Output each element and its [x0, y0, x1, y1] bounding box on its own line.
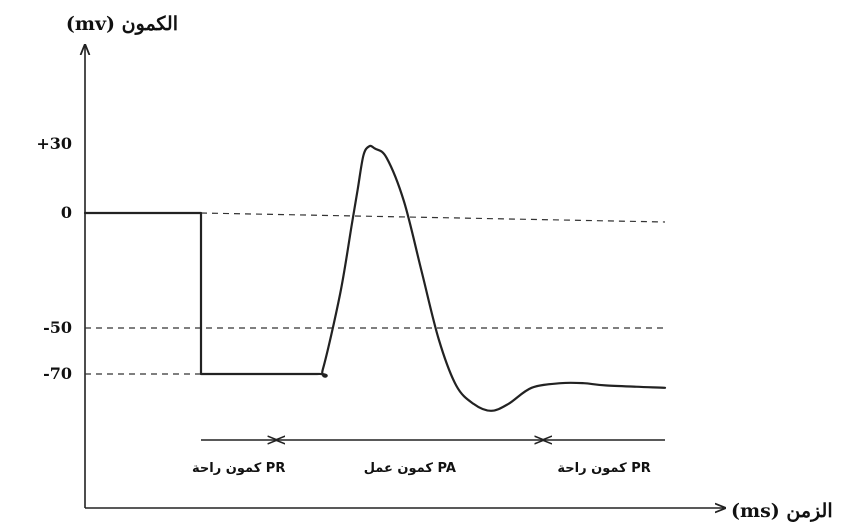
- segment-label: كمون راحة PR: [192, 461, 285, 476]
- y-tick-label: +30: [36, 134, 72, 153]
- y-tick-label: 0: [61, 203, 72, 222]
- x-axis-title: (ms) الزمن: [731, 500, 833, 522]
- reference-lines: [85, 212, 666, 375]
- reference-line: [200, 212, 666, 223]
- y-axis-title: (mv) الكمون: [66, 13, 178, 35]
- series-layer: [83, 144, 667, 412]
- y-tick-label: -50: [43, 318, 72, 337]
- segment-annotations: كمون راحة PR كمون عمل PA كمون راحة PR: [192, 440, 665, 476]
- y-tick-label: -70: [43, 364, 72, 383]
- segment-label: كمون عمل PA: [364, 461, 456, 476]
- segment-label: كمون راحة PR: [557, 461, 650, 476]
- y-tick-labels: +30 0 -50 -70: [36, 134, 72, 383]
- potential-curve: [83, 144, 667, 412]
